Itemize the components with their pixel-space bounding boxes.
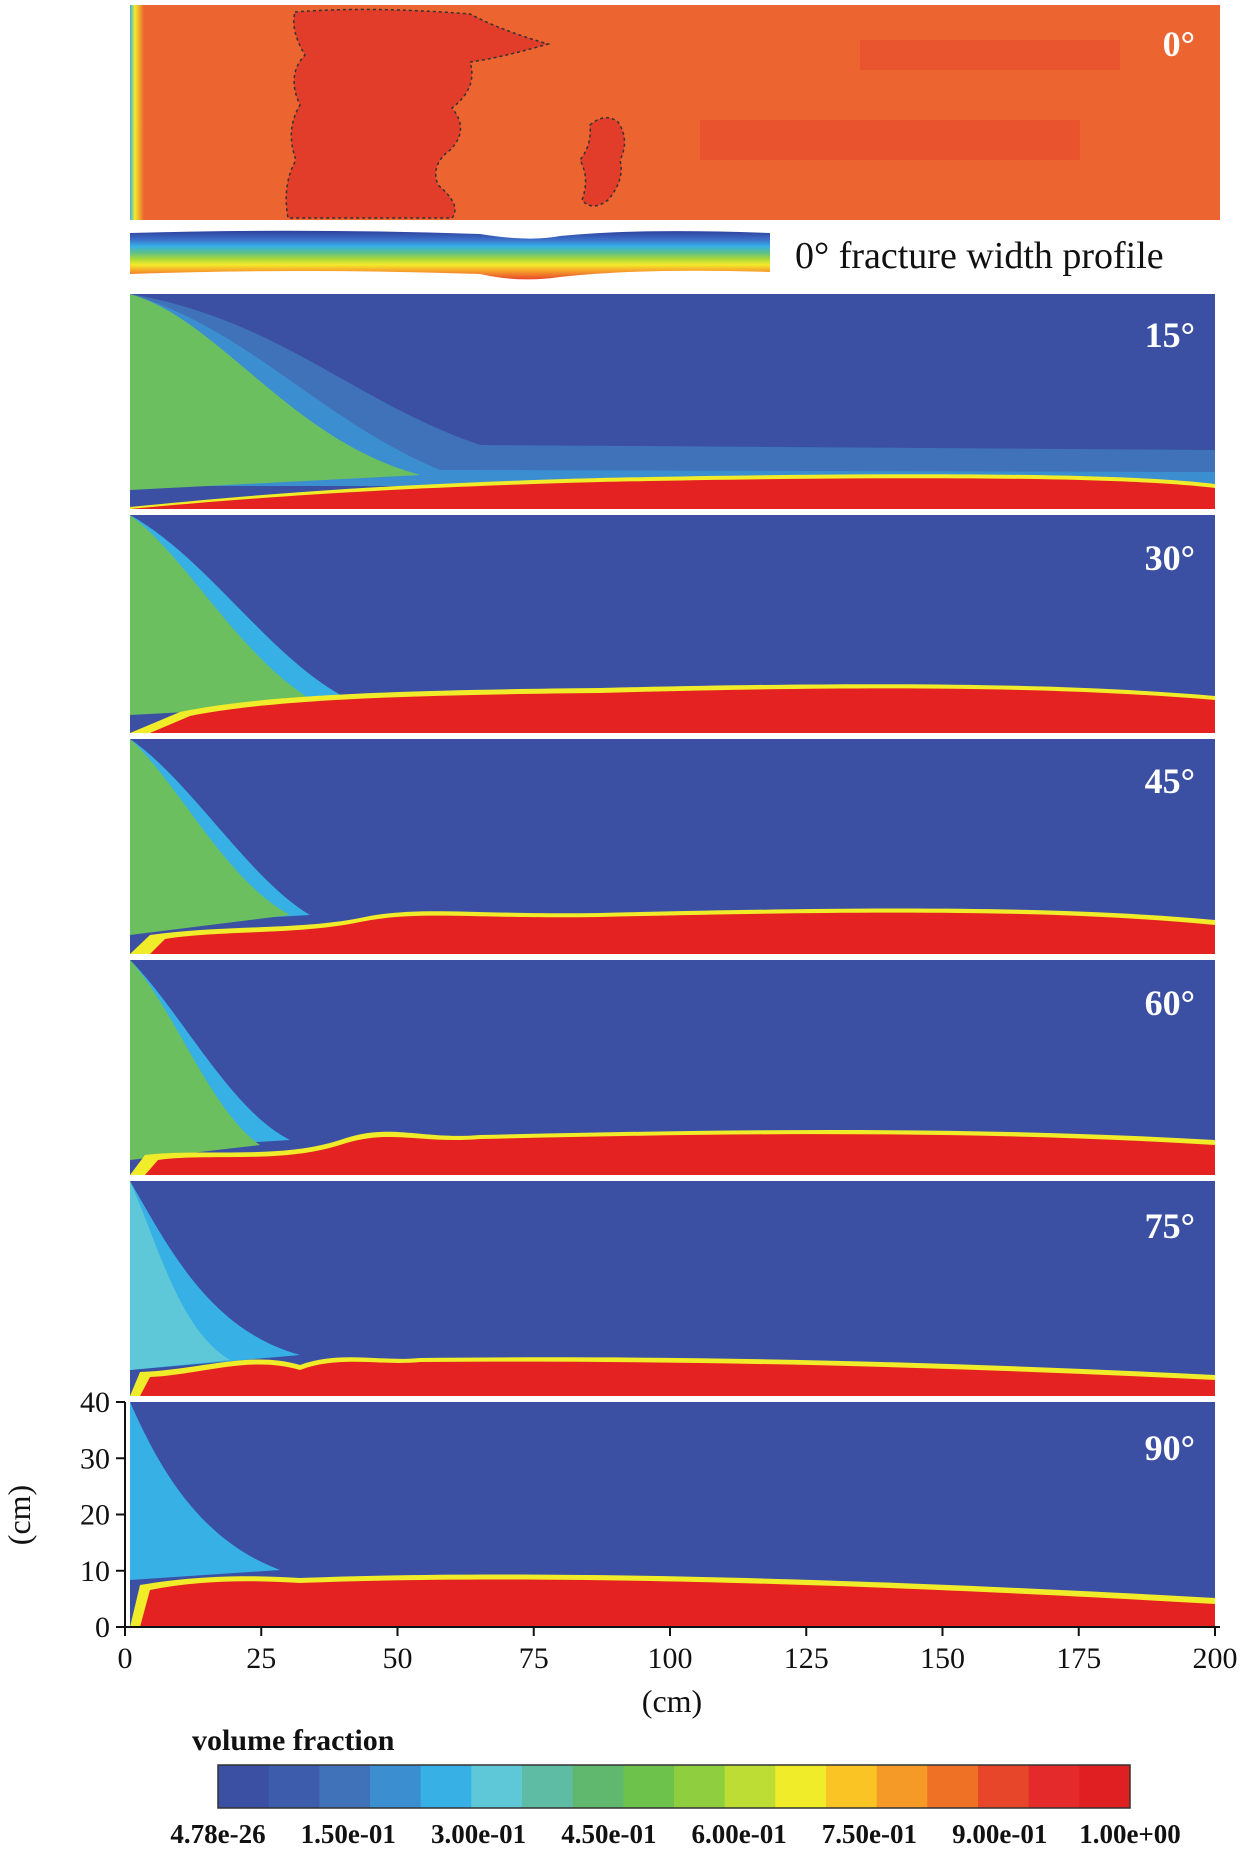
colorbar-cell bbox=[623, 1765, 675, 1808]
angle-label-15deg: 15° bbox=[1145, 315, 1195, 355]
colorbar-cell bbox=[724, 1765, 776, 1808]
colorbar-tick-labels: 4.78e-26 1.50e-01 3.00e-01 4.50e-01 6.00e-01… bbox=[170, 1819, 1180, 1849]
x-tick-label: 150 bbox=[920, 1642, 965, 1675]
colorbar-cell bbox=[522, 1765, 574, 1808]
y-axis-title: (cm) bbox=[1, 1485, 37, 1545]
x-tick-label: 0 bbox=[118, 1642, 133, 1675]
angle-label-30deg: 30° bbox=[1145, 538, 1195, 578]
panel-15deg-green bbox=[130, 294, 420, 490]
angle-label-60deg: 60° bbox=[1145, 983, 1195, 1023]
colorbar-frame bbox=[217, 1764, 1131, 1809]
panel-90deg-light-blue bbox=[130, 1402, 280, 1580]
colorbar: volume fraction 4.78e-26 1.50e-01 3.00e-01… bbox=[170, 1724, 1180, 1849]
panel-0deg-shade bbox=[700, 120, 1080, 160]
panel-60deg-sediment bbox=[145, 1134, 1215, 1175]
panel-60deg: 60° bbox=[130, 960, 1215, 1175]
colorbar-cell bbox=[370, 1765, 422, 1808]
panel-45deg-green bbox=[130, 739, 290, 935]
panel-75deg-sediment bbox=[140, 1361, 1215, 1396]
panel-60deg-green bbox=[130, 960, 260, 1160]
angle-label-75deg: 75° bbox=[1145, 1206, 1195, 1246]
panel-75deg-teal bbox=[130, 1181, 230, 1370]
colorbar-cells bbox=[218, 1765, 1131, 1808]
panel-75deg: 75° bbox=[130, 1181, 1215, 1396]
x-axis-ticks: 0 25 50 75 100 125 150 175 200 bbox=[118, 1627, 1238, 1675]
colorbar-cell bbox=[572, 1765, 624, 1808]
colorbar-cell bbox=[775, 1765, 827, 1808]
y-tick-label: 10 bbox=[80, 1555, 110, 1588]
panel-30deg: 30° bbox=[130, 515, 1215, 733]
angle-label-0deg: 0° bbox=[1163, 24, 1195, 64]
colorbar-cell bbox=[1028, 1765, 1080, 1808]
y-tick-label: 0 bbox=[95, 1611, 110, 1644]
fracture-width-band bbox=[130, 230, 770, 280]
colorbar-cell bbox=[674, 1765, 726, 1808]
x-tick-label: 200 bbox=[1193, 1642, 1238, 1675]
fracture-width-caption: 0° fracture width profile bbox=[795, 235, 1164, 277]
panel-0deg-red-region bbox=[285, 8, 551, 219]
x-tick-label: 50 bbox=[383, 1642, 413, 1675]
colorbar-cell bbox=[268, 1765, 320, 1808]
x-tick-label: 100 bbox=[648, 1642, 693, 1675]
y-tick-label: 40 bbox=[80, 1386, 110, 1419]
colorbar-cell bbox=[876, 1765, 928, 1808]
colorbar-cell bbox=[420, 1765, 472, 1808]
x-axis-title: (cm) bbox=[642, 1683, 702, 1719]
panel-0deg-inlet-edge bbox=[130, 5, 144, 220]
angle-label-45deg: 45° bbox=[1145, 761, 1195, 801]
colorbar-cell bbox=[978, 1765, 1030, 1808]
colorbar-tick-label: 6.00e-01 bbox=[692, 1819, 787, 1849]
x-tick-label: 75 bbox=[519, 1642, 549, 1675]
panel-15deg-mid-blue bbox=[130, 294, 1215, 486]
colorbar-tick-label: 9.00e-01 bbox=[952, 1819, 1047, 1849]
x-tick-label: 175 bbox=[1056, 1642, 1101, 1675]
panel-90deg: 90° bbox=[130, 1402, 1215, 1627]
colorbar-cell bbox=[319, 1765, 371, 1808]
colorbar-tick-label: 7.50e-01 bbox=[822, 1819, 917, 1849]
colorbar-cell bbox=[927, 1765, 979, 1808]
panel-0deg-shade bbox=[860, 40, 1120, 70]
panel-45deg: 45° bbox=[130, 739, 1215, 954]
panel-45deg-sediment bbox=[150, 912, 1215, 954]
x-tick-label: 125 bbox=[784, 1642, 829, 1675]
colorbar-cell bbox=[1079, 1765, 1131, 1808]
panel-0deg-red-patch bbox=[579, 116, 626, 207]
colorbar-cell bbox=[218, 1765, 270, 1808]
panel-15deg: 15° bbox=[130, 294, 1215, 509]
panel-15deg-sediment bbox=[130, 478, 1215, 509]
colorbar-tick-label: 3.00e-01 bbox=[431, 1819, 526, 1849]
panel-30deg-sediment bbox=[150, 688, 1215, 733]
panel-30deg-green bbox=[130, 515, 320, 715]
colorbar-tick-label: 1.50e-01 bbox=[301, 1819, 396, 1849]
colorbar-cell bbox=[826, 1765, 878, 1808]
y-tick-label: 30 bbox=[80, 1442, 110, 1475]
colorbar-title: volume fraction bbox=[192, 1724, 395, 1757]
x-tick-label: 25 bbox=[246, 1642, 276, 1675]
colorbar-cell bbox=[471, 1765, 523, 1808]
angle-label-90deg: 90° bbox=[1145, 1428, 1195, 1468]
y-axis-ticks: 40 30 20 10 0 bbox=[80, 1386, 125, 1644]
y-tick-label: 20 bbox=[80, 1499, 110, 1532]
colorbar-tick-label: 4.78e-26 bbox=[170, 1819, 265, 1849]
panel-0deg: 0° bbox=[130, 5, 1220, 220]
fracture-width-profile: 0° fracture width profile bbox=[130, 230, 1164, 280]
colorbar-tick-label: 4.50e-01 bbox=[561, 1819, 656, 1849]
colorbar-tick-label: 1.00e+00 bbox=[1079, 1819, 1181, 1849]
panel-90deg-sediment bbox=[140, 1579, 1215, 1627]
